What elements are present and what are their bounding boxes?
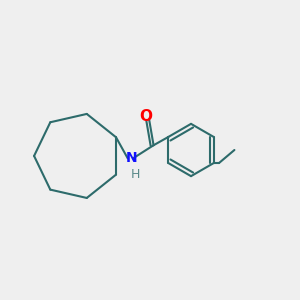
Text: N: N [126, 151, 137, 165]
Text: H: H [131, 168, 140, 181]
Text: O: O [140, 109, 153, 124]
